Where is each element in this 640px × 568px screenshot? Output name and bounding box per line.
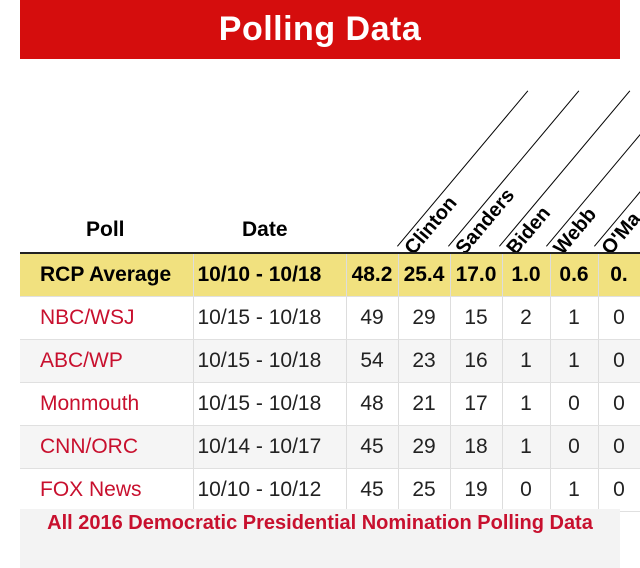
value-col7: 0 xyxy=(598,296,640,340)
value-biden: 18 xyxy=(450,425,503,469)
table-row[interactable]: NBC/WSJ 10/15 - 10/18 49 29 15 2 1 0 xyxy=(20,296,640,340)
value-sanders: 29 xyxy=(398,296,451,340)
page-banner: Polling Data xyxy=(20,0,620,59)
column-header-clinton: Clinton xyxy=(397,90,547,260)
value-sanders: 29 xyxy=(398,425,451,469)
column-header-sanders: Sanders xyxy=(448,90,598,260)
value-webb: 1.0 xyxy=(502,252,551,297)
value-col6: 0 xyxy=(550,382,599,426)
value-col7: 0 xyxy=(598,468,640,512)
column-header-date: Date xyxy=(242,218,288,241)
value-webb: 0 xyxy=(502,468,551,512)
value-col7: 0 xyxy=(598,339,640,383)
value-biden: 17 xyxy=(450,382,503,426)
value-col7: 0 xyxy=(598,425,640,469)
poll-link[interactable]: NBC/WSJ xyxy=(20,296,194,340)
poll-link[interactable]: ABC/WP xyxy=(20,339,194,383)
value-biden: 15 xyxy=(450,296,503,340)
value-col6: 0 xyxy=(550,425,599,469)
value-clinton: 45 xyxy=(346,425,399,469)
poll-date: 10/14 - 10/17 xyxy=(193,425,347,469)
value-sanders: 23 xyxy=(398,339,451,383)
poll-date: 10/15 - 10/18 xyxy=(193,339,347,383)
polling-table: RCP Average 10/10 - 10/18 48.2 25.4 17.0… xyxy=(20,252,640,512)
poll-link[interactable]: Monmouth xyxy=(20,382,194,426)
poll-name: RCP Average xyxy=(20,252,194,297)
value-sanders: 21 xyxy=(398,382,451,426)
value-col6: 0.6 xyxy=(550,252,599,297)
value-webb: 1 xyxy=(502,339,551,383)
column-header-omalley: O'Ma xyxy=(594,90,640,260)
value-webb: 1 xyxy=(502,425,551,469)
value-webb: 1 xyxy=(502,382,551,426)
value-clinton: 49 xyxy=(346,296,399,340)
value-col6: 1 xyxy=(550,339,599,383)
value-webb: 2 xyxy=(502,296,551,340)
value-col7: 0. xyxy=(598,252,640,297)
poll-link[interactable]: FOX News xyxy=(20,468,194,512)
poll-link[interactable]: CNN/ORC xyxy=(20,425,194,469)
column-header-poll: Poll xyxy=(86,218,125,241)
value-clinton: 48 xyxy=(346,382,399,426)
table-row[interactable]: CNN/ORC 10/14 - 10/17 45 29 18 1 0 0 xyxy=(20,425,640,469)
value-biden: 17.0 xyxy=(450,252,503,297)
value-sanders: 25.4 xyxy=(398,252,451,297)
table-row-rcp-average: RCP Average 10/10 - 10/18 48.2 25.4 17.0… xyxy=(20,252,640,297)
poll-date: 10/15 - 10/18 xyxy=(193,296,347,340)
value-clinton: 54 xyxy=(346,339,399,383)
value-clinton: 48.2 xyxy=(346,252,399,297)
poll-date: 10/10 - 10/12 xyxy=(193,468,347,512)
value-sanders: 25 xyxy=(398,468,451,512)
value-biden: 16 xyxy=(450,339,503,383)
all-polling-data-link[interactable]: All 2016 Democratic Presidential Nominat… xyxy=(20,509,620,568)
poll-date: 10/15 - 10/18 xyxy=(193,382,347,426)
table-row[interactable]: Monmouth 10/15 - 10/18 48 21 17 1 0 0 xyxy=(20,382,640,426)
value-biden: 19 xyxy=(450,468,503,512)
column-header-biden: Biden xyxy=(499,90,640,260)
value-clinton: 45 xyxy=(346,468,399,512)
table-row[interactable]: FOX News 10/10 - 10/12 45 25 19 0 1 0 xyxy=(20,468,640,512)
banner-title: Polling Data xyxy=(218,10,422,48)
value-col6: 1 xyxy=(550,296,599,340)
column-header-webb: Webb xyxy=(546,90,640,260)
table-row[interactable]: ABC/WP 10/15 - 10/18 54 23 16 1 1 0 xyxy=(20,339,640,383)
poll-date: 10/10 - 10/18 xyxy=(193,252,347,297)
value-col7: 0 xyxy=(598,382,640,426)
value-col6: 1 xyxy=(550,468,599,512)
